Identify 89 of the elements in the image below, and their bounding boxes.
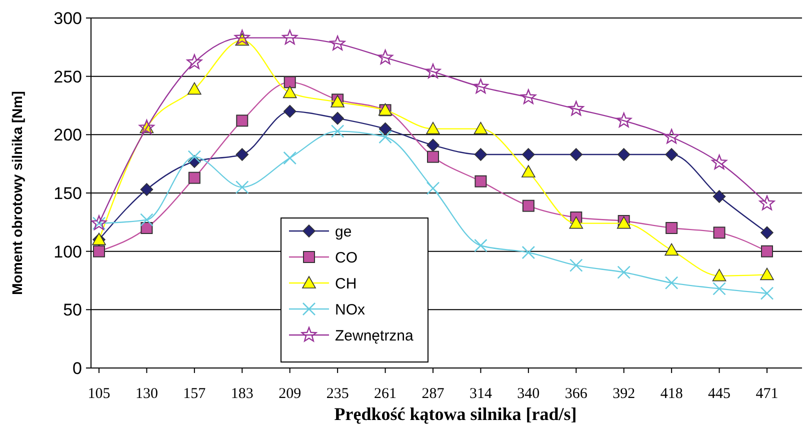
point <box>188 172 200 184</box>
y-tick-label: 0 <box>72 358 82 378</box>
point <box>616 112 632 128</box>
point <box>140 183 154 196</box>
point <box>474 175 487 188</box>
point <box>282 30 298 44</box>
y-tick-label: 250 <box>54 67 82 86</box>
point <box>188 82 202 95</box>
x-tick-label: 261 <box>374 386 397 402</box>
point <box>378 130 392 144</box>
x-tick-label: 445 <box>708 386 731 402</box>
point <box>760 286 774 300</box>
x-axis-title: Prędkość kątowa silnika [rad/s] <box>334 404 577 424</box>
point <box>759 195 775 210</box>
point <box>617 148 630 161</box>
x-tick-label: 314 <box>469 386 492 402</box>
point <box>712 282 726 296</box>
point <box>569 216 584 229</box>
point <box>426 182 440 195</box>
point <box>284 76 296 88</box>
x-tick-label: 130 <box>135 386 158 402</box>
point <box>140 213 154 226</box>
point <box>235 180 249 194</box>
point <box>712 190 726 203</box>
point <box>760 268 774 280</box>
point <box>378 122 392 136</box>
y-tick-label: 300 <box>54 8 82 28</box>
legend-label: ge <box>335 223 352 240</box>
point <box>760 226 774 240</box>
point <box>236 114 248 127</box>
point <box>474 148 488 161</box>
y-axis-title: Moment obrotowy silnika [Nm] <box>9 91 25 295</box>
point <box>664 243 678 256</box>
x-tick-label: 105 <box>88 386 110 402</box>
point <box>761 245 773 258</box>
x-tick-label: 418 <box>660 386 683 402</box>
legend-label: NOx <box>335 301 366 318</box>
x-tick-label: 392 <box>612 386 636 402</box>
point <box>282 86 297 98</box>
point <box>712 154 728 170</box>
point <box>427 150 439 163</box>
x-tick-label: 157 <box>183 386 206 402</box>
point <box>474 122 488 134</box>
point <box>234 30 250 44</box>
point <box>472 78 488 94</box>
x-tick-label: 471 <box>756 386 778 402</box>
point <box>378 50 394 64</box>
point <box>474 238 488 252</box>
y-tick-label: 150 <box>54 184 82 203</box>
point <box>188 150 202 164</box>
point <box>569 258 583 272</box>
x-tick-label: 235 <box>326 386 349 402</box>
point <box>426 122 440 134</box>
point <box>664 128 680 144</box>
x-tick-label: 209 <box>278 386 302 402</box>
point <box>712 268 726 282</box>
point <box>330 36 346 50</box>
y-tick-label: 50 <box>63 300 82 320</box>
point <box>186 54 202 69</box>
point <box>568 100 584 116</box>
point <box>140 222 153 234</box>
point <box>522 148 535 161</box>
point <box>236 148 249 161</box>
point <box>331 112 344 125</box>
x-tick-label: 287 <box>422 386 445 402</box>
point <box>520 89 536 104</box>
point <box>522 200 534 212</box>
point <box>93 245 105 258</box>
point <box>522 246 536 260</box>
x-tick-label: 340 <box>517 386 540 402</box>
y-tick-label: 200 <box>54 126 82 145</box>
point <box>283 104 296 118</box>
point <box>664 276 678 290</box>
legend-label: CH <box>335 275 357 292</box>
point <box>617 266 631 279</box>
point <box>283 151 297 165</box>
point <box>666 222 678 234</box>
x-tick-label: 183 <box>230 386 254 402</box>
point <box>665 148 678 161</box>
point <box>426 138 440 152</box>
y-tick-label: 100 <box>54 242 82 262</box>
point <box>522 165 536 178</box>
x-tick-label: 366 <box>564 386 588 402</box>
legend-label: Zewnętrzna <box>335 327 414 344</box>
point <box>713 226 726 239</box>
legend-label: CO <box>335 249 358 266</box>
point <box>570 148 583 161</box>
point <box>330 124 344 138</box>
point <box>425 64 441 78</box>
